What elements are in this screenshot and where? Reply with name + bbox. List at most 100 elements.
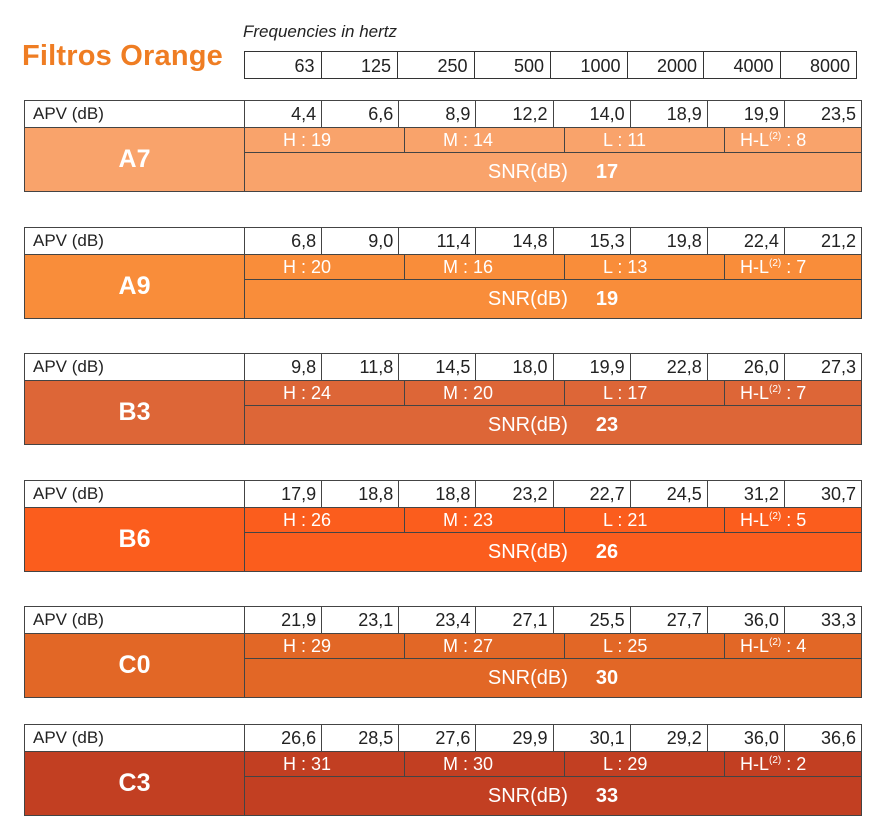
hl-footnote: (2) xyxy=(769,511,782,522)
apv-values: 6,8 9,0 11,4 14,8 15,3 19,8 22,4 21,2 xyxy=(245,228,861,254)
apv-value-cell: 15,3 xyxy=(554,228,631,254)
apv-value-cell: 33,3 xyxy=(820,610,856,630)
apv-values: 4,4 6,6 8,9 12,2 14,0 18,9 19,9 23,5 xyxy=(245,101,861,127)
apv-label: APV (dB) xyxy=(25,607,245,633)
filter-block-c0: APV (dB) 21,9 23,1 23,4 27,1 25,5 27,7 36,0 33,… xyxy=(24,606,862,698)
snr-row: SNR(dB) 26 xyxy=(245,533,861,571)
filter-block-a9: APV (dB) 6,8 9,0 11,4 14,8 15,3 19,8 22,4 21,2 … xyxy=(24,227,862,319)
apv-values: 17,9 18,8 18,8 23,2 22,7 24,5 31,2 30,7 xyxy=(245,481,861,507)
hml-row: H : 31 M : 30 L : 29 H-L(2) : 2 xyxy=(245,752,861,777)
apv-value-cell: 23,1 xyxy=(322,607,400,633)
apv-value-cell: 6,6 xyxy=(322,101,400,127)
h-value: H : 19 xyxy=(245,128,405,152)
apv-value-cell: 23,5 xyxy=(820,104,856,124)
hl-prefix: H-L xyxy=(740,510,770,530)
apv-value-cell: 23,4 xyxy=(399,607,477,633)
hl-value: H-L(2) : 7 xyxy=(725,381,861,405)
apv-value-cell: 22,4 xyxy=(708,228,785,254)
page-title: Filtros Orange xyxy=(22,40,223,72)
filter-model-name: C3 xyxy=(25,752,245,815)
h-value: H : 20 xyxy=(245,255,405,279)
apv-value-cell: 21,9 xyxy=(245,607,323,633)
apv-label: APV (dB) xyxy=(25,228,245,254)
hl-prefix: H-L xyxy=(740,130,770,150)
frequency-cell: 125 xyxy=(322,52,398,78)
apv-value-cell: 30,1 xyxy=(554,725,631,751)
hml-row: H : 24 M : 20 L : 17 H-L(2) : 7 xyxy=(245,381,861,406)
filter-model-name: C0 xyxy=(25,634,245,697)
apv-value-cell: 36,0 xyxy=(708,725,785,751)
filter-model-name: A7 xyxy=(25,128,245,191)
m-value: M : 30 xyxy=(405,752,565,776)
apv-value-cell: 19,8 xyxy=(631,228,708,254)
apv-row: APV (dB) 21,9 23,1 23,4 27,1 25,5 27,7 36,0 33,… xyxy=(25,607,861,634)
snr-label: SNR(dB) xyxy=(487,288,568,310)
filter-model-name: B6 xyxy=(25,508,245,571)
filter-summary: C0 H : 29 M : 27 L : 25 H-L(2) : 4 SNR(d… xyxy=(25,634,861,697)
snr-label: SNR(dB) xyxy=(487,161,568,183)
frequency-cell: 8000 xyxy=(809,56,850,76)
l-value: L : 17 xyxy=(565,381,725,405)
apv-value-cell: 17,9 xyxy=(245,481,323,507)
l-value: L : 21 xyxy=(565,508,725,532)
hml-row: H : 29 M : 27 L : 25 H-L(2) : 4 xyxy=(245,634,861,659)
hml-row: H : 20 M : 16 L : 13 H-L(2) : 7 xyxy=(245,255,861,280)
snr-value: 30 xyxy=(595,667,619,689)
apv-row: APV (dB) 6,8 9,0 11,4 14,8 15,3 19,8 22,4 21,2 xyxy=(25,228,861,255)
apv-value-cell: 36,0 xyxy=(708,607,785,633)
apv-value-cell: 27,1 xyxy=(476,607,554,633)
apv-row: APV (dB) 4,4 6,6 8,9 12,2 14,0 18,9 19,9 23,5 xyxy=(25,101,861,128)
apv-value-cell: 4,4 xyxy=(245,101,323,127)
hl-value: H-L(2) : 2 xyxy=(725,752,861,776)
hl-number: : 8 xyxy=(781,130,807,150)
frequency-cell: 1000 xyxy=(551,52,628,78)
hl-footnote: (2) xyxy=(769,637,782,648)
snr-value: 33 xyxy=(595,785,619,807)
apv-value-cell: 8,9 xyxy=(399,101,477,127)
h-value: H : 24 xyxy=(245,381,405,405)
apv-value-cell: 14,0 xyxy=(554,101,631,127)
snr-row: SNR(dB) 19 xyxy=(245,280,861,318)
apv-value-cell: 9,8 xyxy=(245,354,323,380)
apv-values: 26,6 28,5 27,6 29,9 30,1 29,2 36,0 36,6 xyxy=(245,725,861,751)
apv-value-cell: 14,8 xyxy=(476,228,554,254)
apv-value-cell: 26,0 xyxy=(708,354,785,380)
hl-number: : 7 xyxy=(781,383,807,403)
frequency-header-row: 63 125 250 500 1000 2000 4000 8000 xyxy=(244,51,857,79)
apv-value-cell: 11,4 xyxy=(399,228,477,254)
apv-value-cell: 18,9 xyxy=(631,101,708,127)
hl-value: H-L(2) : 4 xyxy=(725,634,861,658)
m-value: M : 27 xyxy=(405,634,565,658)
hl-value: H-L(2) : 7 xyxy=(725,255,861,279)
filter-block-a7: APV (dB) 4,4 6,6 8,9 12,2 14,0 18,9 19,9 23,5 A… xyxy=(24,100,862,192)
apv-value-cell: 18,8 xyxy=(322,481,400,507)
hl-prefix: H-L xyxy=(740,257,770,277)
snr-value: 17 xyxy=(595,161,619,183)
h-value: H : 26 xyxy=(245,508,405,532)
hl-value: H-L(2) : 5 xyxy=(725,508,861,532)
hml-row: H : 26 M : 23 L : 21 H-L(2) : 5 xyxy=(245,508,861,533)
apv-value-cell: 11,8 xyxy=(322,354,400,380)
snr-value: 19 xyxy=(595,288,619,310)
apv-value-cell: 26,6 xyxy=(245,725,323,751)
snr-row: SNR(dB) 23 xyxy=(245,406,861,444)
apv-value-cell: 22,7 xyxy=(554,481,631,507)
hl-value: H-L(2) : 8 xyxy=(725,128,861,152)
filter-summary: A9 H : 20 M : 16 L : 13 H-L(2) : 7 SNR(d… xyxy=(25,255,861,318)
apv-row: APV (dB) 17,9 18,8 18,8 23,2 22,7 24,5 31,2 30,… xyxy=(25,481,861,508)
apv-value-cell: 18,8 xyxy=(399,481,477,507)
apv-value-cell: 12,2 xyxy=(476,101,554,127)
apv-value-cell: 27,6 xyxy=(399,725,477,751)
hl-number: : 4 xyxy=(781,636,807,656)
apv-value-cell: 25,5 xyxy=(554,607,631,633)
l-value: L : 13 xyxy=(565,255,725,279)
apv-value-cell: 19,9 xyxy=(708,101,785,127)
apv-label: APV (dB) xyxy=(25,481,245,507)
filter-model-name: B3 xyxy=(25,381,245,444)
hl-prefix: H-L xyxy=(740,754,770,774)
m-value: M : 14 xyxy=(405,128,565,152)
filter-block-c3: APV (dB) 26,6 28,5 27,6 29,9 30,1 29,2 36,0 36,… xyxy=(24,724,862,816)
frequency-cell: 500 xyxy=(475,52,551,78)
filter-block-b3: APV (dB) 9,8 11,8 14,5 18,0 19,9 22,8 26,0 27,3… xyxy=(24,353,862,445)
snr-label: SNR(dB) xyxy=(487,667,568,689)
